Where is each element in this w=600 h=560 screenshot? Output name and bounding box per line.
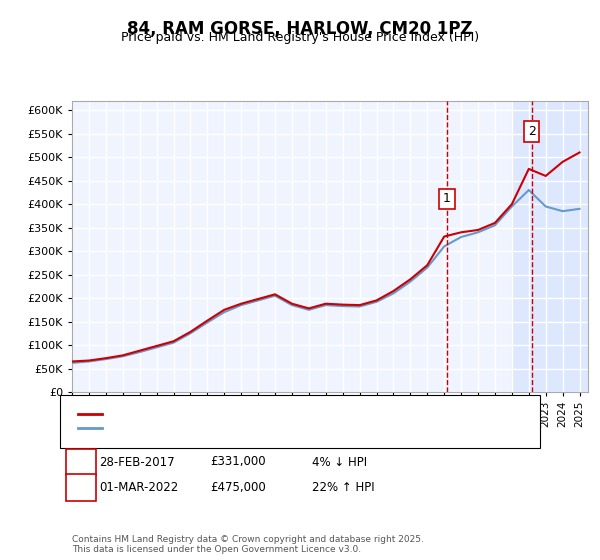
Text: 1: 1 <box>443 193 451 206</box>
Text: 2: 2 <box>77 480 85 494</box>
Text: Contains HM Land Registry data © Crown copyright and database right 2025.
This d: Contains HM Land Registry data © Crown c… <box>72 535 424 554</box>
Text: 28-FEB-2017: 28-FEB-2017 <box>99 455 175 469</box>
Bar <box>512 101 596 392</box>
Text: Price paid vs. HM Land Registry's House Price Index (HPI): Price paid vs. HM Land Registry's House … <box>121 31 479 44</box>
Text: £331,000: £331,000 <box>210 455 266 469</box>
Text: 84, RAM GORSE, HARLOW, CM20 1PZ: 84, RAM GORSE, HARLOW, CM20 1PZ <box>127 20 473 38</box>
Text: HPI: Average price, semi-detached house, Harlow: HPI: Average price, semi-detached house,… <box>105 423 363 433</box>
Text: 4% ↓ HPI: 4% ↓ HPI <box>312 455 367 469</box>
Text: 01-MAR-2022: 01-MAR-2022 <box>99 480 178 494</box>
Text: 84, RAM GORSE, HARLOW, CM20 1PZ (semi-detached house): 84, RAM GORSE, HARLOW, CM20 1PZ (semi-de… <box>105 409 423 419</box>
Text: £475,000: £475,000 <box>210 480 266 494</box>
Text: 22% ↑ HPI: 22% ↑ HPI <box>312 480 374 494</box>
Text: 1: 1 <box>77 455 85 469</box>
Text: 2: 2 <box>528 125 536 138</box>
